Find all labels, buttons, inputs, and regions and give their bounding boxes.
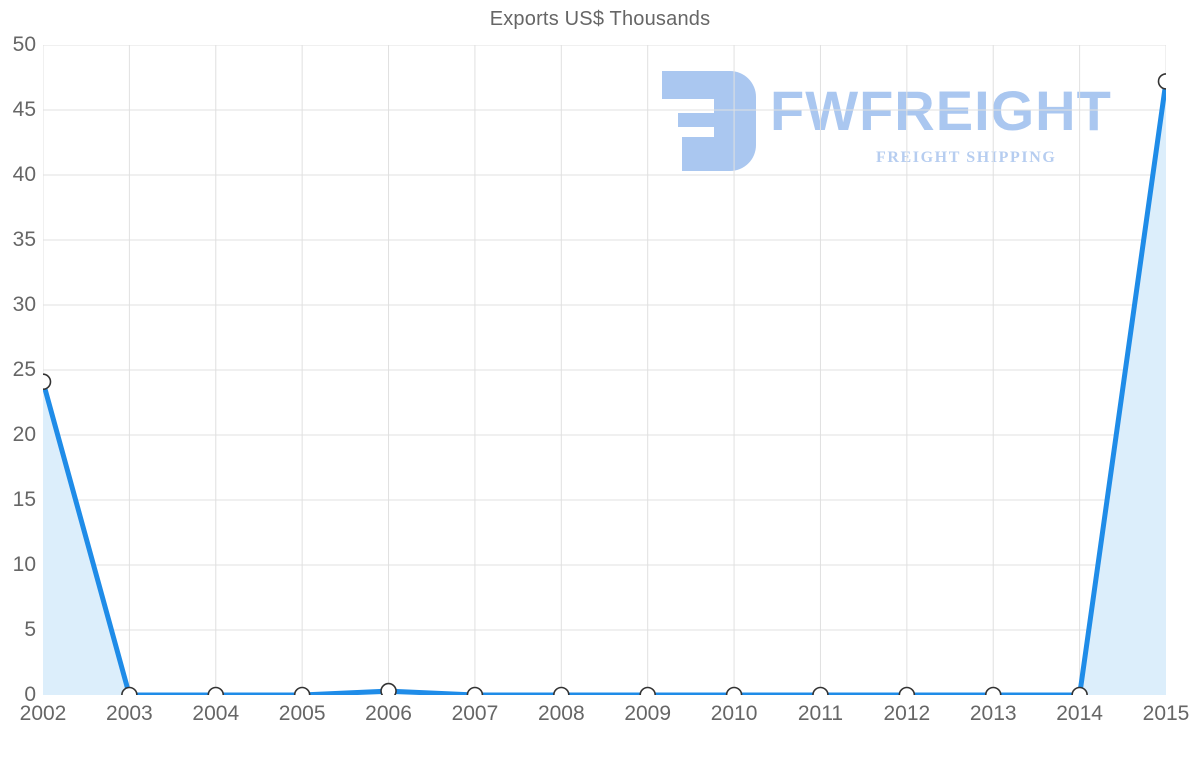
data-point-marker <box>43 373 52 390</box>
x-axis-tick-label: 2015 <box>1142 702 1190 725</box>
data-point-marker <box>293 686 311 695</box>
y-axis-tick-label: 45 <box>12 98 36 121</box>
data-point-marker <box>898 686 916 695</box>
series-line <box>43 78 1166 695</box>
y-axis-tick-label: 25 <box>12 358 36 381</box>
x-axis-tick-label: 2009 <box>624 702 672 725</box>
gridlines <box>43 45 1166 695</box>
x-axis-tick-label: 2012 <box>883 702 931 725</box>
plot-area <box>43 45 1166 695</box>
y-axis-tick-label: 15 <box>12 488 36 511</box>
data-point-marker <box>466 686 484 695</box>
x-axis-tick-label: 2005 <box>278 702 326 725</box>
data-point-marker <box>553 686 570 695</box>
data-point-marker <box>1071 686 1088 695</box>
x-axis-tick-label: 2002 <box>19 702 67 725</box>
data-point-marker <box>121 686 138 695</box>
y-axis-tick-label: 10 <box>12 553 36 576</box>
data-point-marker <box>380 682 397 695</box>
data-point-marker <box>725 686 743 695</box>
series-markers <box>43 73 1166 695</box>
data-point-marker <box>812 686 829 695</box>
y-axis-tick-label: 40 <box>12 163 36 186</box>
data-point-marker <box>639 686 656 695</box>
x-axis-tick-label: 2004 <box>192 702 240 725</box>
data-point-marker <box>1157 73 1166 90</box>
x-axis-tick-label: 2014 <box>1056 702 1103 725</box>
data-point-marker <box>207 686 225 695</box>
x-axis-tick-label: 2003 <box>106 702 153 725</box>
x-axis-tick-label: 2006 <box>365 702 412 725</box>
y-axis-tick-label: 20 <box>12 423 36 446</box>
chart-plot-svg <box>43 45 1166 695</box>
chart-title: Exports US$ Thousands <box>489 8 711 30</box>
series-area-fill <box>43 81 1166 695</box>
x-axis-tick-label: 2010 <box>710 702 758 725</box>
x-axis-tick-label: 2011 <box>797 702 844 725</box>
data-point-marker <box>984 686 1002 695</box>
y-axis-tick-label: 35 <box>12 228 36 251</box>
y-axis-tick-label: 5 <box>24 618 36 641</box>
x-axis-tick-label: 2008 <box>537 702 585 725</box>
y-axis-tick-label: 30 <box>12 293 36 316</box>
y-axis-tick-label: 0 <box>24 683 36 706</box>
x-axis-tick-label: 2007 <box>451 702 499 725</box>
x-axis-tick-label: 2013 <box>969 702 1017 725</box>
y-axis-tick-label: 50 <box>12 33 36 56</box>
